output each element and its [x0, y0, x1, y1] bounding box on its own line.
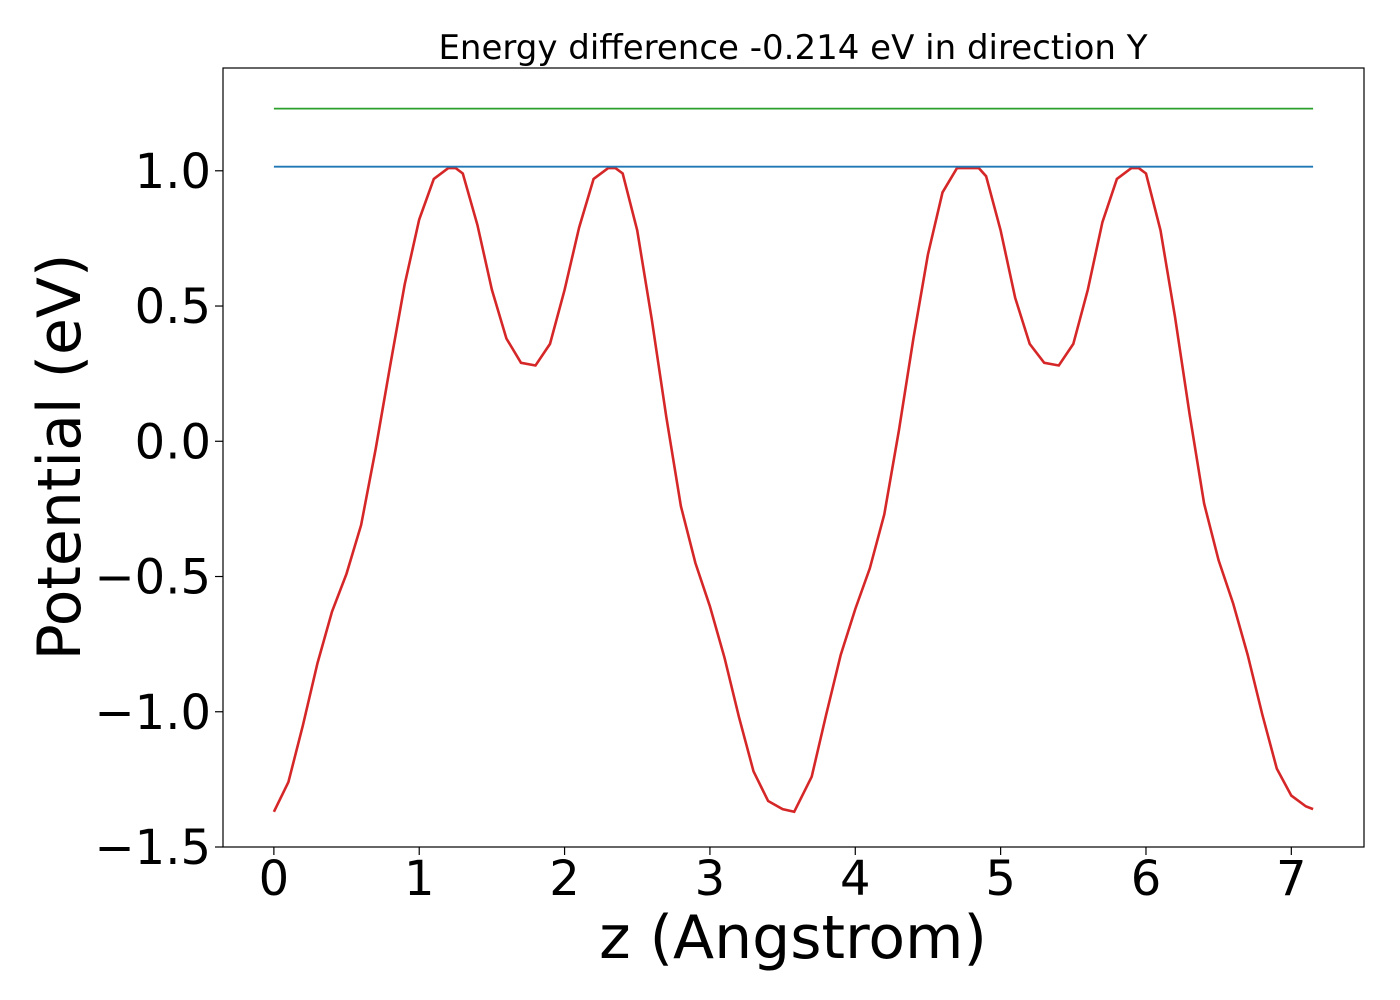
- x-tick-label: 1: [404, 851, 435, 907]
- y-tick-label: −1.0: [94, 685, 211, 741]
- plot-frame: [222, 67, 1365, 848]
- x-tick-label: 7: [1276, 851, 1307, 907]
- y-axis-label: Potential (eV): [25, 254, 95, 661]
- x-axis-label: z (Angstrom): [599, 903, 987, 973]
- y-tick-label: 0.5: [135, 279, 211, 335]
- axis-ticks: 0 1 2 3 4 5 6 7 −1.5 −1.0 −0.5 0.0 0.5 1.0: [94, 144, 1306, 907]
- x-tick-label: 6: [1131, 851, 1162, 907]
- x-tick-label: 5: [985, 851, 1016, 907]
- y-tick-label: 0.0: [135, 414, 211, 470]
- potential-curve: [272, 166, 1314, 814]
- x-tick-label: 0: [259, 851, 290, 907]
- plot-area: [272, 107, 1314, 814]
- chart-title: Energy difference -0.214 eV in direction…: [438, 28, 1147, 68]
- y-tick-label: 1.0: [135, 144, 211, 200]
- x-tick-label: 3: [695, 851, 726, 907]
- x-tick-label: 2: [549, 851, 580, 907]
- y-tick-label: −1.5: [94, 820, 211, 876]
- y-tick-label: −0.5: [94, 550, 211, 606]
- x-tick-label: 4: [840, 851, 871, 907]
